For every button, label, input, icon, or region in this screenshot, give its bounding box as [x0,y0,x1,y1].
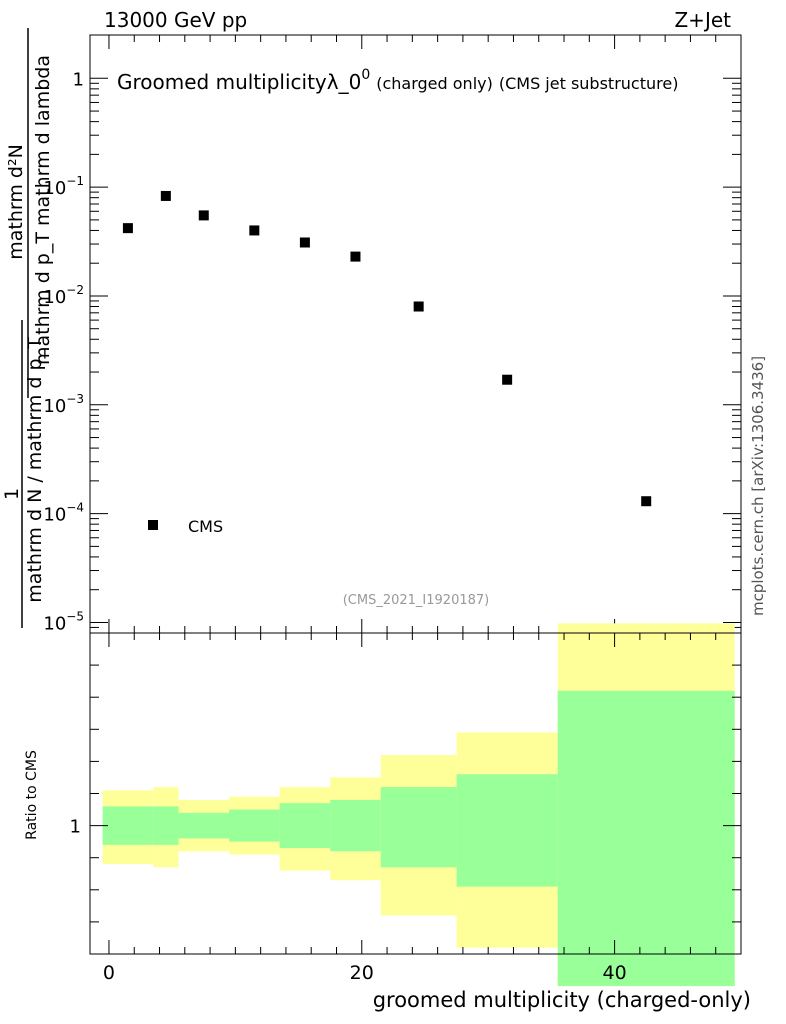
side-note: mcplots.cern.ch [arXiv:1306.3436] [749,356,767,616]
cms-data-point [160,190,171,201]
main-y-tick-label: 10−3 [43,392,84,417]
ratio-ylabel: Ratio to CMS [24,750,40,840]
cms-data-point [413,301,424,312]
legend-label: CMS [188,517,223,536]
main-ylabel: mathrm d²N mathrm d p_T mathrm d lambda … [1,28,54,628]
plot-title-superscript: 0 [361,67,370,83]
ratio-inner-band [153,806,179,845]
header-process: Z+Jet [674,8,731,32]
cms-data-point [641,496,652,507]
main-plot: 1 10−1 10−2 10−3 10−4 10−5 Groomed multiplici… [43,34,742,634]
cms-data-points [122,190,652,507]
ratio-plot-frame [89,632,742,955]
header-energy: 13000 GeV pp [104,8,247,32]
ratio-y-tick-label: 1 [70,817,81,838]
ratio-axis-ticks: 1 [70,633,741,954]
ratio-inner-band [178,812,230,839]
ratio-inner-band [102,806,154,845]
x-tick-label: 40 [602,962,626,984]
x-tick-label: 0 [103,962,115,984]
x-tick-label: 20 [350,962,374,984]
ylabel-denominator: mathrm d p_T mathrm d lambda [32,55,54,365]
main-y-tick-label: 10−5 [43,609,84,634]
legend-marker [148,520,158,530]
cms-data-point [350,251,361,262]
cms-data-point [299,237,310,248]
ratio-plot: 1 Ratio to CMS [24,623,742,987]
main-y-tick-label: 10−2 [43,283,84,308]
ratio-inner-band [279,803,331,849]
ylabel-lower-denominator: mathrm d N / mathrm d p_T [24,337,46,603]
ratio-inner-band [380,787,457,868]
main-y-tick-label: 1 [73,69,84,90]
ratio-inner-band [456,774,558,887]
plot-title: Groomed multiplicityλ_00 (charged only) (C… [117,67,678,94]
cms-data-point [198,210,209,221]
analysis-id: (CMS_2021_I1920187) [343,593,490,608]
x-axis-label: groomed multiplicity (charged-only) [373,988,751,1012]
cms-data-point [249,225,260,236]
main-plot-frame [89,34,742,634]
main-axis-ticks: 1 10−1 10−2 10−3 10−4 10−5 [43,35,741,634]
x-tick-labels: 0 20 40 [103,962,627,984]
ratio-inner-band [229,809,280,842]
cms-data-point [122,223,133,234]
plot-title-charged: (charged only) [376,74,493,93]
ratio-bands [102,623,735,987]
ylabel-numerator: mathrm d²N [5,144,27,260]
main-y-tick-label: 10−1 [43,174,84,199]
plot-title-source: (CMS jet substructure) [499,74,679,93]
plot-title-main: Groomed multiplicityλ_0 [117,70,361,94]
legend: CMS [148,517,223,536]
cms-data-point [502,374,513,385]
main-y-tick-label: 10−4 [43,501,84,526]
ratio-inner-band [330,799,381,852]
ratio-inner-band [557,690,735,987]
ylabel-one: 1 [1,488,23,500]
